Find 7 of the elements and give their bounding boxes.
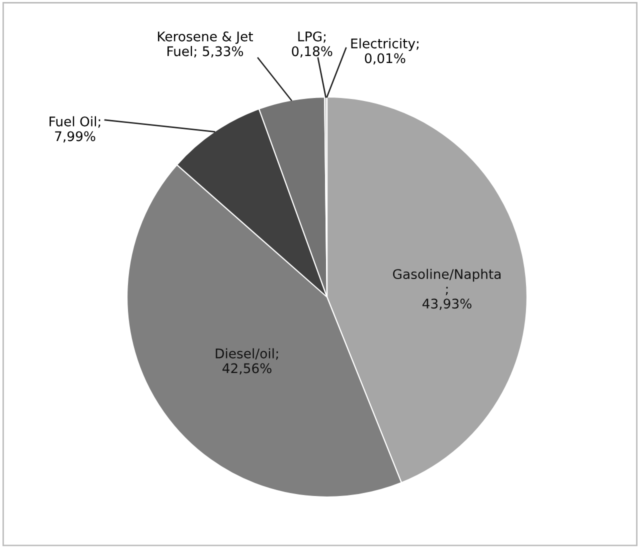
- slice-label: Diesel/oil; 42,56%: [216, 348, 278, 375]
- slice-label: Electricity; 0,01%: [351, 38, 418, 65]
- data-label: ; 43,93%: [422, 286, 472, 310]
- slice-label: Gasoline/Naphta: [393, 268, 501, 282]
- slice-label: Fuel Oil; 7,99%: [50, 116, 100, 143]
- slice-label: LPG; 0,18%: [292, 31, 332, 58]
- slice-label: Kerosene & Jet Fuel; 5,33%: [158, 31, 254, 58]
